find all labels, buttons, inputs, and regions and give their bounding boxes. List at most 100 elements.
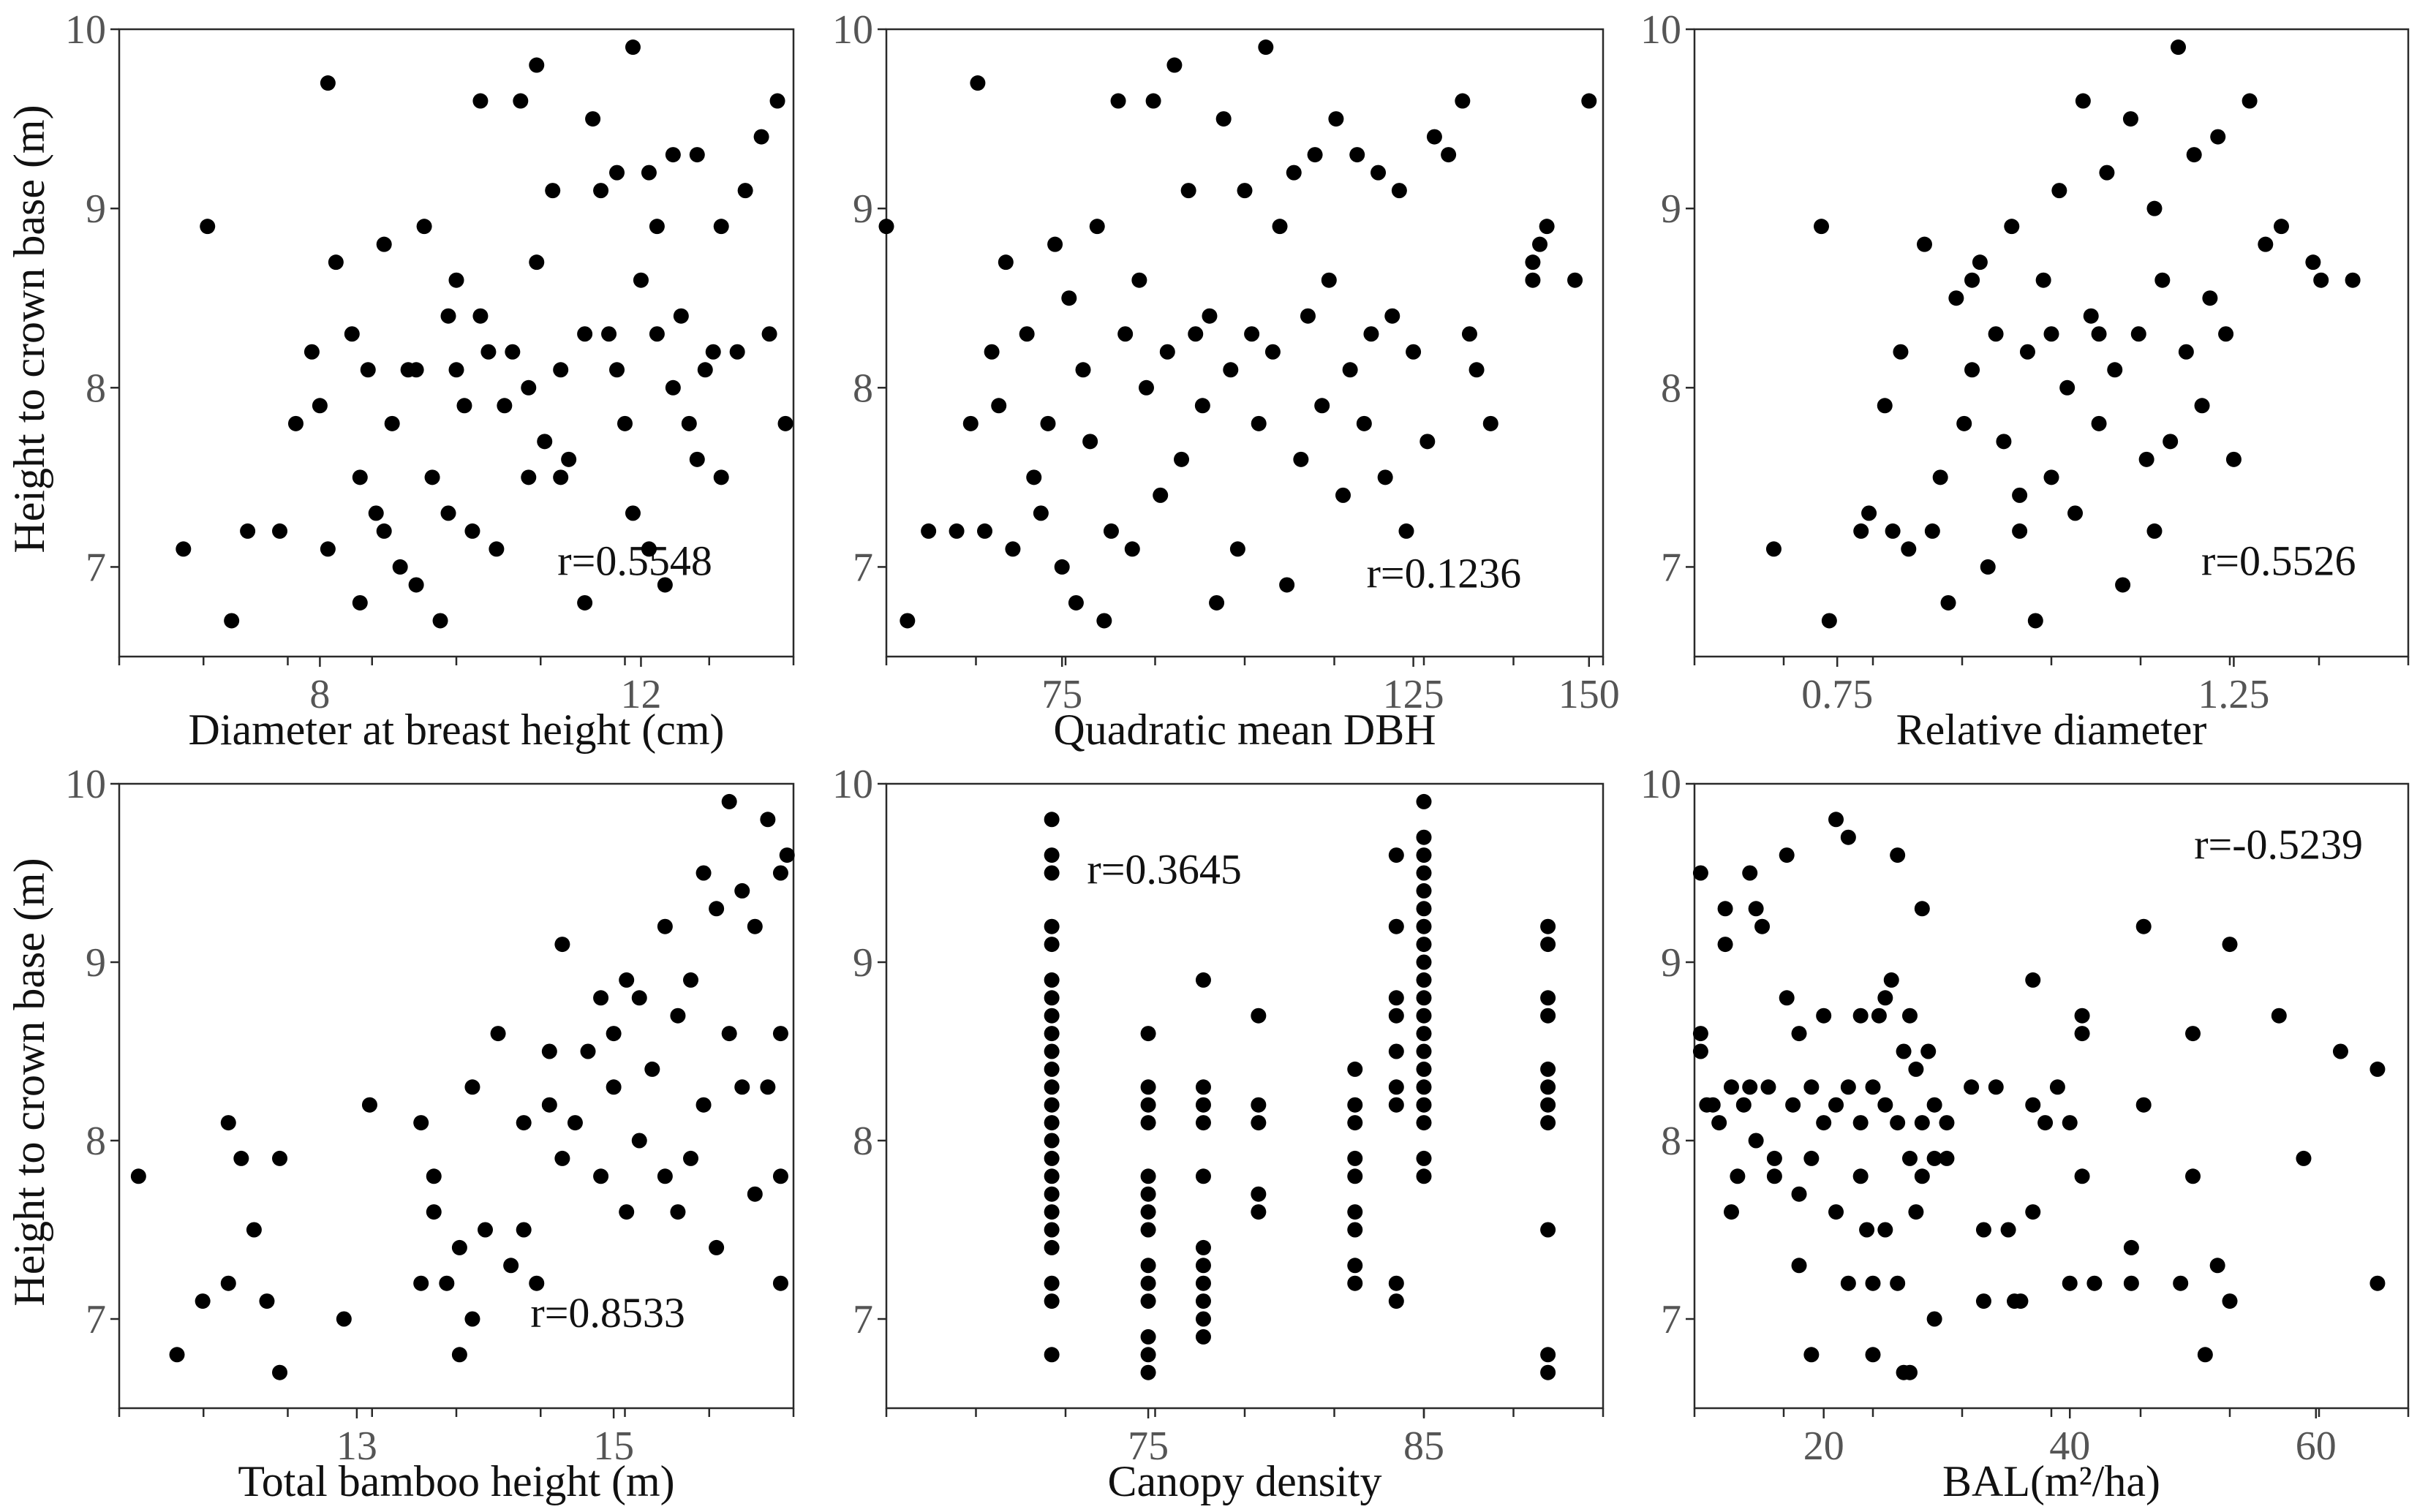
data-point: [1388, 1079, 1404, 1095]
data-point: [1791, 1026, 1807, 1042]
data-point: [1388, 1275, 1404, 1291]
data-point: [1044, 1204, 1060, 1220]
data-point: [1195, 1328, 1211, 1345]
data-point: [424, 469, 440, 485]
correlation-annotation: r=0.1236: [1367, 550, 1522, 597]
plot-frame: [885, 782, 1605, 1410]
x-tick-label: 75: [1041, 672, 1082, 717]
data-point: [949, 523, 965, 539]
data-point: [2075, 93, 2091, 109]
data-point: [2194, 398, 2210, 414]
data-point: [1258, 39, 1274, 56]
data-point: [665, 147, 681, 163]
data-point: [1264, 344, 1281, 360]
data-point: [1567, 272, 1583, 288]
data-point: [1852, 1115, 1869, 1131]
data-point: [1131, 272, 1147, 288]
data-point: [352, 594, 368, 611]
data-point: [195, 1293, 211, 1309]
data-point: [1251, 1097, 1267, 1113]
data-point: [545, 183, 561, 199]
data-point: [240, 523, 256, 539]
data-point: [1723, 1079, 1739, 1095]
data-point: [553, 469, 569, 485]
data-point: [464, 523, 480, 539]
data-point: [962, 415, 979, 431]
data-point: [1920, 1043, 1937, 1059]
data-point: [1916, 236, 1932, 252]
data-point: [1926, 1150, 1942, 1166]
data-point: [1861, 505, 1877, 521]
data-point: [1766, 1168, 1782, 1184]
data-point: [1742, 1079, 1758, 1095]
data-point: [521, 379, 537, 396]
x-tick-label: 125: [1383, 672, 1444, 717]
data-point: [320, 541, 336, 557]
data-point: [585, 111, 601, 127]
y-tick-label: 10: [1640, 762, 1681, 807]
data-point: [2074, 1008, 2090, 1024]
x-tick-label: 1.25: [2198, 672, 2269, 717]
data-point: [1926, 1311, 1942, 1327]
data-point: [1347, 1204, 1363, 1220]
data-point: [1044, 1275, 1060, 1291]
data-point: [1735, 1097, 1752, 1113]
data-point: [413, 1275, 429, 1291]
data-point: [1044, 1168, 1060, 1184]
data-point: [1140, 1258, 1156, 1274]
y-tick-label: 7: [86, 545, 106, 590]
data-point: [713, 469, 729, 485]
data-point: [1293, 451, 1309, 467]
data-point: [1540, 1115, 1556, 1131]
data-point: [747, 1186, 763, 1202]
data-point: [1075, 362, 1091, 378]
data-point: [779, 847, 795, 863]
data-point: [1908, 1061, 1924, 1077]
data-point: [761, 326, 777, 342]
data-point: [505, 344, 521, 360]
data-point: [1859, 1222, 1875, 1238]
panel-total-bamboo-height: r=0.8533 Total bamboo height (m) 7 8 9 10 13…: [65, 762, 795, 1505]
data-point: [1215, 111, 1232, 127]
data-point: [2154, 272, 2171, 288]
data-point: [1540, 937, 1556, 953]
data-point: [1347, 1258, 1363, 1274]
data-point: [1117, 326, 1134, 342]
data-point: [1188, 326, 1204, 342]
data-point: [1391, 183, 1407, 199]
data-point: [2012, 487, 2028, 503]
data-point: [1416, 954, 1432, 970]
data-point: [1033, 505, 1049, 521]
data-point: [1803, 1150, 1820, 1166]
data-point: [1525, 272, 1541, 288]
data-point: [1461, 326, 1477, 342]
y-tick-label: 8: [86, 1119, 106, 1164]
y-tick-label: 9: [853, 940, 873, 986]
data-point: [1540, 1222, 1556, 1238]
correlation-annotation: r=0.8533: [530, 1289, 685, 1337]
data-point: [1416, 1043, 1432, 1059]
data-point: [1286, 165, 1302, 181]
data-point: [1416, 1061, 1432, 1077]
data-point: [1840, 1079, 1856, 1095]
data-point: [1821, 613, 1837, 629]
data-point: [2043, 469, 2059, 485]
data-point: [2305, 254, 2321, 271]
data-point: [695, 865, 712, 881]
data-point: [1140, 1293, 1156, 1309]
y-tick-label: 9: [86, 940, 106, 986]
data-point: [1540, 1097, 1556, 1113]
data-point: [1195, 972, 1211, 988]
data-point: [1096, 613, 1112, 629]
data-point: [426, 1204, 442, 1220]
data-point: [1347, 1150, 1363, 1166]
data-point: [1988, 326, 2004, 342]
data-point: [1426, 129, 1442, 145]
data-point: [695, 1097, 712, 1113]
y-tick-label: 8: [853, 1119, 873, 1164]
data-point: [1342, 362, 1358, 378]
data-point: [472, 308, 489, 324]
data-point: [2369, 1275, 2386, 1291]
data-point: [1195, 1097, 1211, 1113]
data-point: [1828, 812, 1844, 828]
